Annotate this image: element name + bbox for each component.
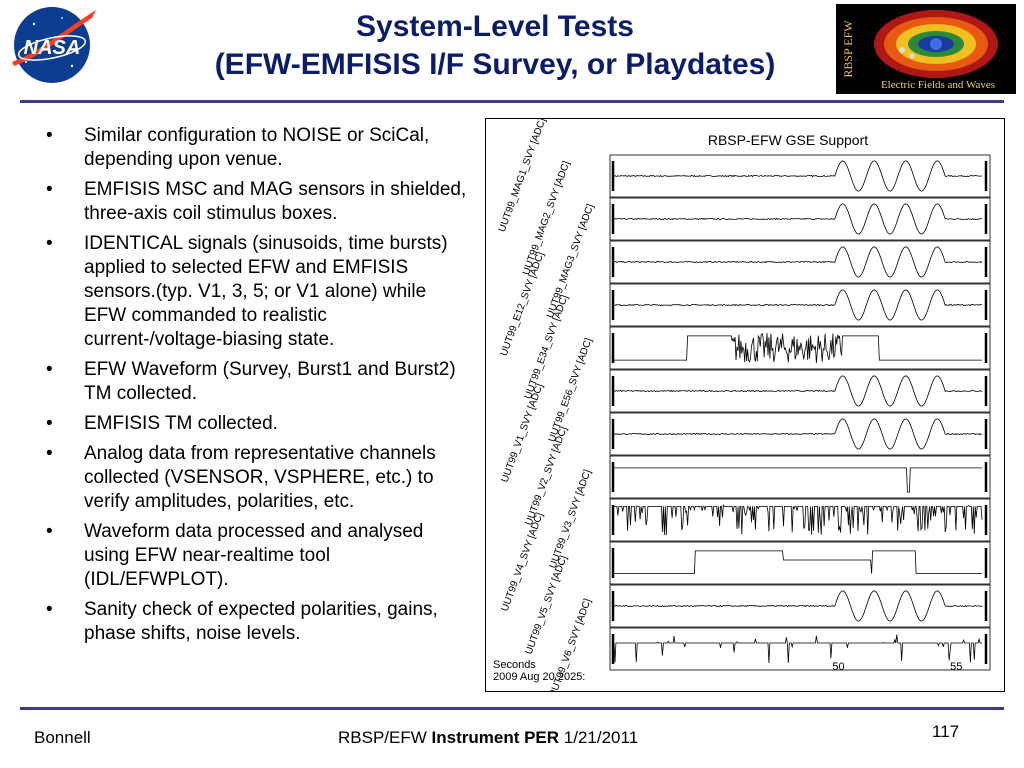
waveform-trace — [613, 160, 982, 192]
panel-frame — [609, 455, 991, 499]
svg-text:NASA: NASA — [24, 37, 81, 59]
nasa-logo: NASA — [4, 4, 100, 86]
waveform-trace — [613, 246, 983, 278]
footer-date: 1/21/2011 — [563, 728, 639, 747]
panel-frame — [609, 283, 991, 327]
x-tick-label: 55 — [950, 661, 962, 673]
footer-project: RBSP/EFW — [338, 728, 427, 747]
title-line-1: System-Level Tests — [356, 10, 634, 43]
bullet-item: • Waveform data processed and analysed us… — [40, 520, 468, 592]
panel-frame — [609, 498, 991, 542]
bullet-marker: • — [46, 359, 53, 380]
slide-title: System-Level Tests (EFW-EMFISIS I/F Surv… — [150, 8, 840, 84]
bullet-marker: • — [46, 125, 53, 146]
waveform-trace — [614, 289, 983, 321]
x-tick-label: 50 — [832, 661, 844, 673]
x-axis-date: 2009 Aug 20 2025: — [493, 671, 585, 683]
panel-frame — [609, 369, 991, 413]
footer-rule — [20, 707, 1004, 710]
panel-frame — [609, 197, 991, 241]
plot-title: RBSP-EFW GSE Support — [708, 132, 868, 148]
waveform-trace — [614, 504, 983, 536]
svg-text:Electric Fields and Waves: Electric Fields and Waves — [881, 79, 995, 91]
bullet-item: • Sanity check of expected polarities, ga… — [40, 598, 468, 646]
bullet-text: Waveform data processed and analysed usi… — [84, 521, 424, 590]
bullet-item: • Similar configuration to NOISE or SciCa… — [40, 124, 468, 172]
bullet-marker: • — [46, 521, 53, 542]
panel-frame — [609, 412, 991, 456]
waveform-trace — [614, 550, 982, 574]
bullet-text: Similar configuration to NOISE or SciCal… — [84, 125, 430, 170]
svg-text:RBSP EFW: RBSP EFW — [841, 20, 855, 78]
waveform-trace — [614, 467, 982, 493]
header-rule — [20, 100, 1004, 103]
waveform-trace — [613, 418, 983, 450]
panel-frame — [609, 326, 991, 370]
x-axis-label: Seconds — [493, 659, 536, 671]
waveform-trace — [613, 634, 982, 664]
bullet-marker: • — [46, 413, 53, 434]
bullet-text: Analog data from representative channels… — [84, 443, 436, 512]
rbsp-efw-logo: RBSP EFW Electric Fields and Waves — [836, 4, 1016, 94]
bullet-marker: • — [46, 179, 53, 200]
waveform-trace — [613, 203, 982, 235]
page-number: 117 — [932, 722, 960, 741]
bullet-marker: • — [46, 233, 53, 254]
bullet-item: • EMFISIS TM collected. — [40, 412, 468, 436]
waveform-trace — [613, 375, 983, 407]
bullet-item: • IDENTICAL signals (sinusoids, time burs… — [40, 232, 468, 352]
bullet-text: EMFISIS MSC and MAG sensors in shielded,… — [84, 179, 467, 224]
panel-frame — [609, 584, 991, 628]
bullet-text: IDENTICAL signals (sinusoids, time burst… — [84, 233, 448, 350]
waveform-figure: RBSP-EFW GSE Support UUT99_MAG1_SVY [ADC… — [485, 116, 1005, 699]
bullet-list: • Similar configuration to NOISE or SciCa… — [40, 124, 468, 652]
panel-frame — [609, 154, 991, 198]
bullet-text: EMFISIS TM collected. — [84, 413, 278, 434]
title-line-2: (EFW-EMFISIS I/F Survey, or Playdates) — [214, 48, 776, 81]
bullet-item: • EFW Waveform (Survey, Burst1 and Burst2… — [40, 358, 468, 406]
panel-frame — [609, 240, 991, 284]
waveform-trace — [614, 332, 982, 364]
bullet-marker: • — [46, 599, 53, 620]
waveform-plot: RBSP-EFW GSE Support UUT99_MAG1_SVY [ADC… — [485, 116, 1005, 699]
bullet-marker: • — [46, 443, 53, 464]
bullet-text: Sanity check of expected polarities, gai… — [84, 599, 438, 644]
waveform-trace — [613, 590, 983, 622]
bullet-item: • EMFISIS MSC and MAG sensors in shielded… — [40, 178, 468, 226]
bullet-text: EFW Waveform (Survey, Burst1 and Burst2)… — [84, 359, 456, 404]
bullet-item: • Analog data from representative channel… — [40, 442, 468, 514]
footer-author: Bonnell — [34, 728, 91, 747]
footer-center: RBSP/EFW Instrument PER 1/21/2011 — [338, 728, 638, 748]
footer-document: Instrument PER — [431, 728, 560, 747]
panel-frame — [609, 541, 991, 585]
panel-frame — [609, 627, 991, 671]
